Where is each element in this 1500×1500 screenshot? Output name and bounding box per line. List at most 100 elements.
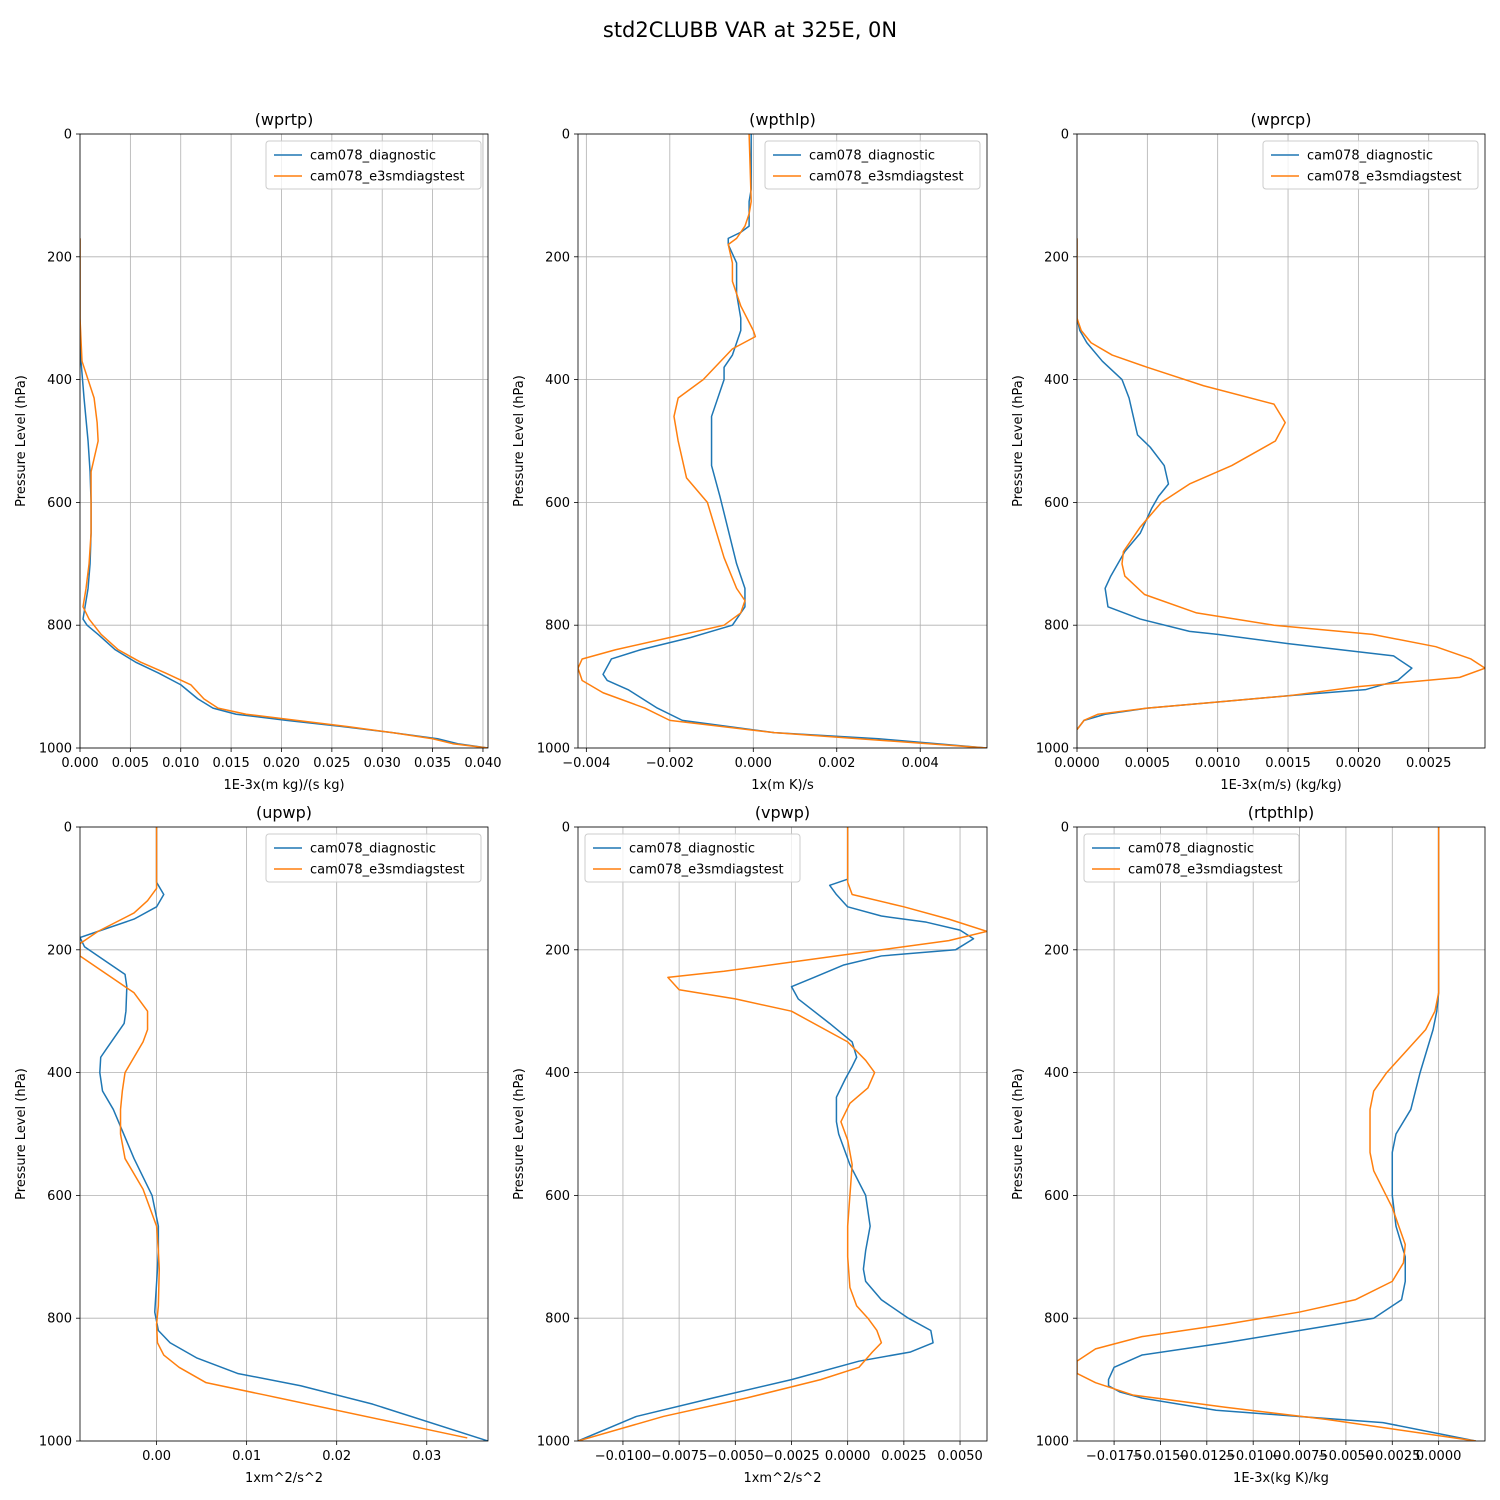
y-tick-label: 1000 <box>39 1435 72 1450</box>
legend-label: cam078_e3smdiagstest <box>1128 863 1283 878</box>
subplot-rtpthlp: −0.0175−0.0150−0.0125−0.0100−0.0075−0.00… <box>1011 803 1486 1486</box>
series-line-cam078_diagnostic <box>578 827 975 1441</box>
x-tick-label: 0.00 <box>142 1449 171 1464</box>
series-line-cam078_e3smdiagstest <box>1077 238 1485 731</box>
series-line-cam078_e3smdiagstest <box>80 827 468 1439</box>
x-tick-label: 0.000 <box>735 756 772 771</box>
series-group <box>80 238 488 748</box>
y-tick-label: 400 <box>545 373 570 388</box>
legend-label: cam078_diagnostic <box>1128 842 1254 857</box>
y-tick-label: 800 <box>545 1312 570 1327</box>
y-tick-label: 200 <box>47 943 72 958</box>
x-axis-label: 1E-3x(m kg)/(s kg) <box>223 778 344 793</box>
y-tick-label: 1000 <box>39 742 72 757</box>
x-tick-label: 0.025 <box>313 756 350 771</box>
x-axis-label: 1x(m K)/s <box>751 778 814 793</box>
y-tick-label: 0 <box>562 128 570 143</box>
y-tick-label: 0 <box>64 821 72 836</box>
subplot-upwp: 0.00 0.01 0.02 0.03 0 200 400 600 800 1000 (upwp) 1… <box>14 803 489 1486</box>
legend-box <box>1083 833 1300 883</box>
y-tick-label: 600 <box>545 1189 570 1204</box>
x-tick-label: 0.0000 <box>825 1449 871 1464</box>
x-tick-label: 0.0005 <box>1125 756 1171 771</box>
x-tick-label: −0.004 <box>562 756 610 771</box>
y-tick-label: 0 <box>562 821 570 836</box>
series-group <box>80 827 488 1441</box>
x-tick-label: 0.030 <box>364 756 401 771</box>
legend-box <box>764 140 981 190</box>
y-tick-label: 1000 <box>537 1435 570 1450</box>
legend: cam078_diagnostic cam078_e3smdiagstest <box>1083 833 1300 883</box>
legend: cam078_diagnostic cam078_e3smdiagstest <box>764 140 981 190</box>
x-tick-label: 0.0015 <box>1265 756 1311 771</box>
series-line-cam078_e3smdiagstest <box>578 827 987 1441</box>
x-tick-label: −0.0175 <box>1086 1449 1142 1464</box>
x-tick-label: −0.002 <box>646 756 694 771</box>
y-tick-label: 1000 <box>1036 1435 1069 1450</box>
y-tick-label: 400 <box>47 1066 72 1081</box>
y-tick-label: 600 <box>47 1189 72 1204</box>
x-tick-label: 0.004 <box>902 756 939 771</box>
x-tick-label: 0.01 <box>232 1449 261 1464</box>
series-group <box>1077 827 1476 1441</box>
x-tick-label: 0.002 <box>818 756 855 771</box>
y-tick-label: 600 <box>1044 496 1069 511</box>
y-axis-label: Pressure Level (hPa) <box>1011 1068 1026 1200</box>
x-axis-label: 1E-3x(m/s) (kg/kg) <box>1220 778 1341 793</box>
x-tick-label: −0.0050 <box>707 1449 763 1464</box>
y-axis-label: Pressure Level (hPa) <box>14 1068 29 1200</box>
legend-label: cam078_diagnostic <box>310 149 436 164</box>
legend-box <box>584 833 801 883</box>
y-tick-label: 1000 <box>537 742 570 757</box>
x-tick-label: 0.0000 <box>1416 1449 1462 1464</box>
x-tick-label: −0.0150 <box>1132 1449 1188 1464</box>
series-line-cam078_diagnostic <box>1107 827 1476 1441</box>
x-tick-label: 0.0025 <box>881 1449 927 1464</box>
y-tick-label: 800 <box>47 619 72 634</box>
legend-box <box>265 140 482 190</box>
y-tick-label: 800 <box>545 619 570 634</box>
subplot-grid: 0.000 0.005 0.010 0.015 0.020 0.025 0.030 0.035… <box>14 110 1486 1486</box>
y-tick-label: 800 <box>1044 1312 1069 1327</box>
y-tick-label: 200 <box>47 250 72 265</box>
series-line-cam078_diagnostic <box>602 134 987 748</box>
subplot-title: (wprtp) <box>255 110 314 129</box>
y-axis-label: Pressure Level (hPa) <box>1011 375 1026 507</box>
y-tick-label: 200 <box>545 250 570 265</box>
x-tick-label: −0.0025 <box>1364 1449 1420 1464</box>
y-tick-label: 400 <box>47 373 72 388</box>
y-tick-label: 800 <box>47 1312 72 1327</box>
y-tick-label: 0 <box>1061 128 1069 143</box>
series-line-cam078_diagnostic <box>80 238 488 748</box>
y-tick-label: 400 <box>1044 373 1069 388</box>
x-axis-label: 1xm^2/s^2 <box>245 1471 323 1486</box>
x-tick-label: 0.02 <box>322 1449 351 1464</box>
subplot-title: (wprcp) <box>1251 110 1312 129</box>
subplot-title: (wpthlp) <box>749 110 816 129</box>
x-tick-label: −0.0100 <box>595 1449 651 1464</box>
y-tick-label: 200 <box>1044 943 1069 958</box>
y-axis-label: Pressure Level (hPa) <box>512 1068 527 1200</box>
legend-label: cam078_diagnostic <box>809 149 935 164</box>
y-tick-label: 400 <box>545 1066 570 1081</box>
x-tick-label: 0.0025 <box>1406 756 1452 771</box>
subplot-wprcp: 0.0000 0.0005 0.0010 0.0015 0.0020 0.0025 0 200… <box>1011 110 1486 793</box>
series-group <box>1077 238 1485 731</box>
legend: cam078_diagnostic cam078_e3smdiagstest <box>1262 140 1479 190</box>
y-tick-label: 600 <box>47 496 72 511</box>
legend-label: cam078_diagnostic <box>310 842 436 857</box>
y-tick-label: 200 <box>545 943 570 958</box>
subplot-title: (upwp) <box>256 803 312 822</box>
x-tick-label: 0.010 <box>162 756 199 771</box>
subplot-vpwp: −0.0100 −0.0075 −0.0050 −0.0025 0.0000 0.0025… <box>512 803 988 1486</box>
x-tick-label: 0.0050 <box>937 1449 983 1464</box>
series-line-cam078_diagnostic <box>1077 238 1413 731</box>
subplot-title: (rtpthlp) <box>1248 803 1315 822</box>
x-tick-label: 0.0020 <box>1336 756 1382 771</box>
x-tick-label: −0.0100 <box>1225 1449 1281 1464</box>
axes-frame <box>1076 133 1486 749</box>
x-tick-label: −0.0050 <box>1318 1449 1374 1464</box>
series-line-cam078_e3smdiagstest <box>80 238 488 748</box>
x-tick-label: 0.0000 <box>1054 756 1100 771</box>
legend-label: cam078_e3smdiagstest <box>310 863 465 878</box>
